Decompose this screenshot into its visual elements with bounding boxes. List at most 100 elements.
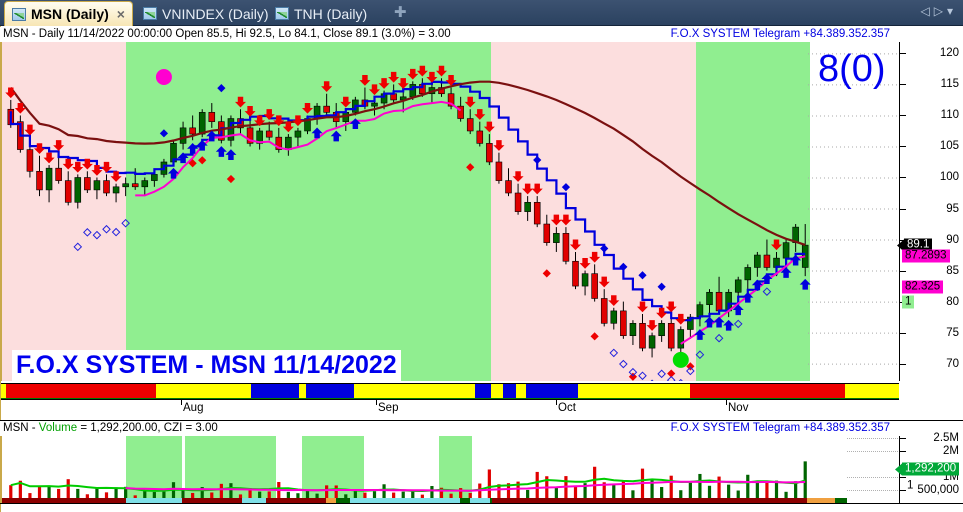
date-axis-label: Oct xyxy=(558,402,576,414)
volume-chart-canvas xyxy=(2,430,847,503)
ribbon-seg-neutral[interactable] xyxy=(354,384,475,398)
price-axis-label: 80 xyxy=(946,295,959,308)
price-axis-label: 100 xyxy=(939,171,959,184)
bg-zone-bull xyxy=(126,41,491,381)
price-axis[interactable]: 70 75 80 85 90 95 100 105 110 115 120 89.1 87.2893 82… xyxy=(897,41,963,381)
volume-axis-tick xyxy=(900,476,906,478)
chart-icon xyxy=(143,7,157,20)
ribbon-seg-buy[interactable] xyxy=(251,384,299,398)
close-icon[interactable]: × xyxy=(116,6,125,22)
ribbon-seg-buy[interactable] xyxy=(526,384,578,398)
ribbon-seg-sell[interactable] xyxy=(690,384,845,398)
price-pointer-icon xyxy=(897,239,904,252)
volume-gridline xyxy=(847,489,899,491)
price-axis-tick xyxy=(900,146,906,148)
volume-info-symbol: MSN - xyxy=(3,422,39,434)
ribbon-seg-neutral[interactable] xyxy=(491,384,503,398)
volume-axis-label: 500,000 xyxy=(917,483,959,496)
price-axis-tick xyxy=(900,332,906,334)
bg-zone-bull xyxy=(696,41,810,381)
price-info-text: MSN - Daily 11/14/2022 00:00:00 Open 85.… xyxy=(3,28,451,40)
telegram-contact-price: F.O.X SYSTEM Telegram +84.389.352.357 xyxy=(670,28,890,40)
volume-axis-tick xyxy=(900,450,906,452)
signal-count-label: 8(0) xyxy=(818,48,886,90)
tab-msn-daily[interactable]: MSN (Daily) × xyxy=(4,1,133,26)
volume-info-label: Volume xyxy=(38,422,78,434)
date-axis-label: Sep xyxy=(378,402,399,414)
price-axis-label: 120 xyxy=(939,47,959,60)
ribbon-seg-neutral[interactable] xyxy=(845,384,899,398)
ribbon-seg-sell[interactable] xyxy=(6,384,156,398)
signal-ribbon[interactable] xyxy=(1,383,899,399)
price-axis-tick xyxy=(900,270,906,272)
pane-separator xyxy=(0,420,963,421)
volume-info-rest: = 1,292,200.00, CZI = 3.00 xyxy=(77,422,218,434)
price-axis-tick xyxy=(900,115,906,117)
volume-gridline xyxy=(847,437,899,439)
price-marker-magenta[interactable]: 87.2893 xyxy=(902,249,950,263)
tab-tnh-daily[interactable]: TNH (Daily) xyxy=(268,1,374,26)
ribbon-seg-neutral[interactable] xyxy=(578,384,690,398)
price-axis-tick xyxy=(900,177,906,179)
chart-icon xyxy=(275,7,289,20)
chevron-down-icon[interactable]: ▾ xyxy=(946,4,957,18)
ribbon-seg-buy[interactable] xyxy=(503,384,516,398)
date-axis: Aug Sep Oct Nov xyxy=(1,399,899,419)
telegram-contact-volume: F.O.X SYSTEM Telegram +84.389.352.357 xyxy=(670,422,890,434)
volume-info-line: MSN - Volume = 1,292,200.00, CZI = 3.00 … xyxy=(0,421,900,436)
tab-label: MSN (Daily) xyxy=(31,6,109,22)
bg-zone-bear xyxy=(2,41,126,381)
ribbon-seg-neutral[interactable] xyxy=(156,384,251,398)
date-axis-label: Nov xyxy=(728,402,749,414)
volume-gridline xyxy=(847,450,899,452)
price-chart-pane[interactable] xyxy=(1,41,899,381)
tab-nav-controls[interactable]: ◁▷▾ xyxy=(921,4,958,18)
ribbon-seg-neutral[interactable] xyxy=(516,384,526,398)
date-axis-label: Aug xyxy=(183,402,204,414)
triangle-left-icon[interactable]: ◁ xyxy=(920,4,934,18)
volume-axis-label: 2.5M xyxy=(933,431,959,444)
price-axis-label: 90 xyxy=(946,233,959,246)
ribbon-seg-buy[interactable] xyxy=(475,384,491,398)
price-axis-label: 110 xyxy=(940,109,959,122)
price-marker-black[interactable]: 89.1 xyxy=(897,238,933,252)
watermark-label: F.O.X SYSTEM - MSN 11/14/2022 xyxy=(12,350,401,381)
price-axis-tick xyxy=(900,363,906,365)
left-border xyxy=(0,26,1,512)
volume-chart-pane[interactable] xyxy=(1,430,899,503)
new-tab-plus-icon[interactable]: ✚ xyxy=(394,4,407,21)
chart-icon xyxy=(12,7,26,21)
price-axis-tick xyxy=(900,208,906,210)
tab-vnindex-daily[interactable]: VNINDEX (Daily) xyxy=(136,1,276,26)
tab-label: VNINDEX (Daily) xyxy=(162,5,269,22)
ribbon-seg-buy[interactable] xyxy=(306,384,354,398)
bottom-border xyxy=(0,503,963,504)
date-axis-tick xyxy=(556,400,557,405)
volume-marker[interactable]: 1,292,200 xyxy=(895,462,960,476)
ribbon-seg-neutral[interactable] xyxy=(1,384,6,398)
volume-pointer-icon xyxy=(895,463,902,476)
tab-label: TNH (Daily) xyxy=(294,5,368,22)
triangle-right-icon[interactable]: ▷ xyxy=(933,4,947,18)
date-axis-tick xyxy=(181,400,182,405)
price-marker-magenta[interactable]: 82.325 xyxy=(902,280,944,294)
price-axis-tick xyxy=(900,84,906,86)
price-chart-canvas xyxy=(5,65,811,381)
price-axis-label: 115 xyxy=(940,78,959,91)
date-axis-tick xyxy=(376,400,377,405)
price-axis-label: 105 xyxy=(939,140,959,153)
volume-axis-tick xyxy=(900,489,906,491)
volume-axis-tick xyxy=(900,437,906,439)
price-axis-label: 70 xyxy=(946,357,959,370)
price-axis-tick xyxy=(900,53,906,55)
ribbon-seg-neutral[interactable] xyxy=(299,384,306,398)
volume-gridline xyxy=(847,476,899,478)
price-marker-green[interactable]: 1 xyxy=(902,295,915,309)
volume-marker[interactable]: 1 xyxy=(907,479,914,492)
tab-bar: MSN (Daily) × VNINDEX (Daily) TNH (Daily… xyxy=(0,0,963,26)
date-axis-tick xyxy=(726,400,727,405)
price-axis-label: 75 xyxy=(946,326,959,339)
price-gridlines xyxy=(808,53,899,365)
